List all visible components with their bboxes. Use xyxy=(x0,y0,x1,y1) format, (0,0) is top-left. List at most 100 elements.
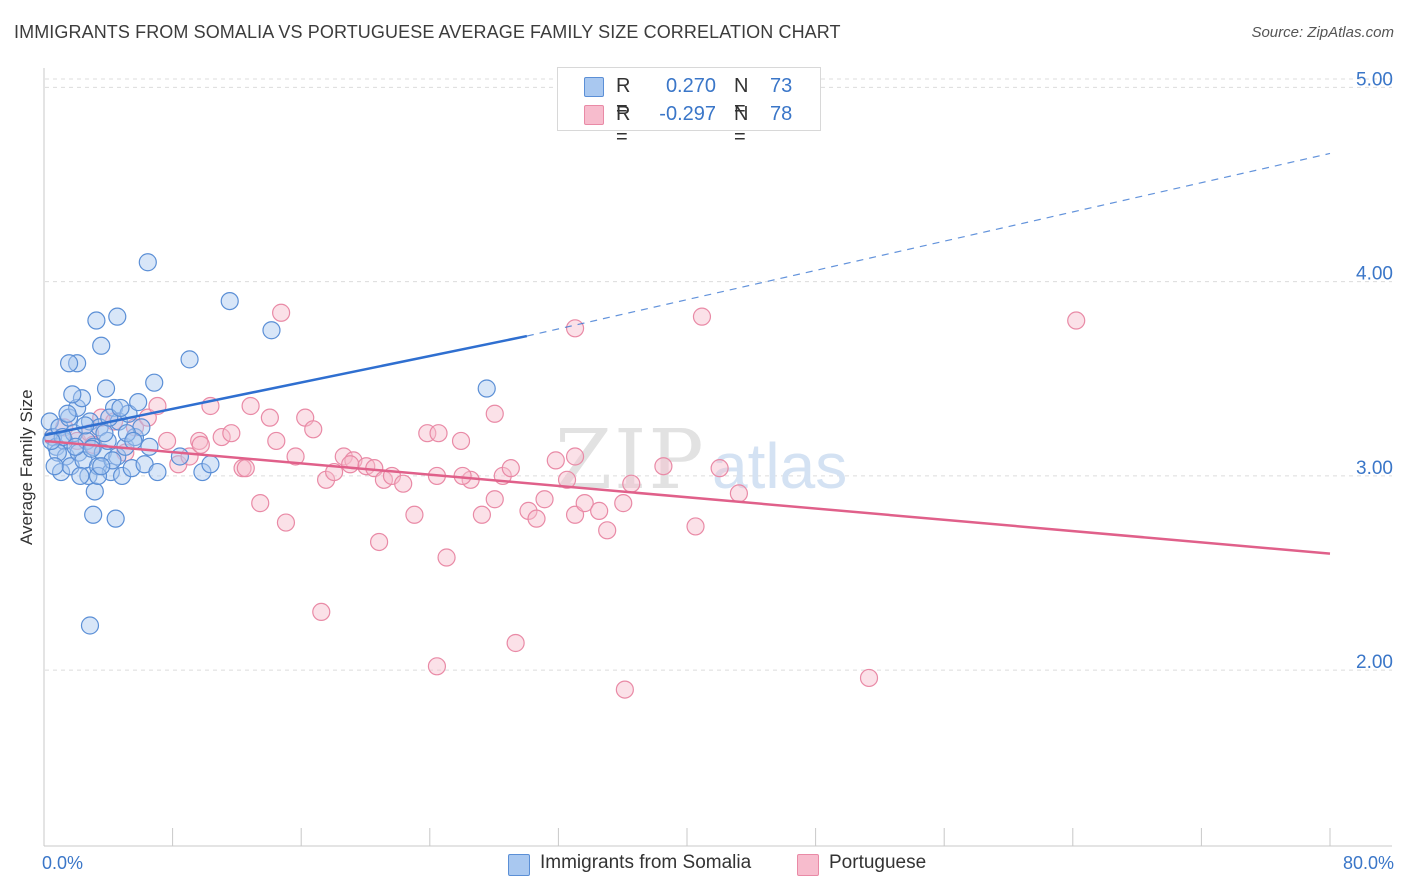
somalia-point xyxy=(103,451,122,470)
portuguese-point xyxy=(615,680,634,699)
pink-swatch xyxy=(797,854,819,876)
portuguese-point xyxy=(267,431,286,451)
portuguese-point xyxy=(546,451,565,470)
portuguese-point xyxy=(575,494,594,513)
legend-label: Portuguese xyxy=(829,852,927,873)
portuguese-point xyxy=(692,307,712,326)
portuguese-point xyxy=(535,490,554,509)
y-tick-label: 3.00 xyxy=(1356,458,1393,479)
x-tick-min: 0.0% xyxy=(42,853,84,873)
portuguese-point xyxy=(451,431,471,451)
series-legend: Immigrants from Somalia Portuguese xyxy=(0,851,1406,877)
portuguese-point xyxy=(565,447,585,466)
somalia-point xyxy=(68,398,87,418)
axes xyxy=(43,68,1392,847)
somalia-point xyxy=(84,505,103,524)
somalia-point xyxy=(87,311,106,330)
somalia-point xyxy=(138,253,157,272)
somalia-point xyxy=(80,616,100,635)
somalia-point xyxy=(96,379,116,398)
portuguese-point xyxy=(312,602,331,622)
somalia-point xyxy=(220,292,239,311)
somalia-point xyxy=(93,443,112,462)
chart-title: IMMIGRANTS FROM SOMALIA VS PORTUGUESE AV… xyxy=(14,22,841,42)
portuguese-point xyxy=(622,474,641,493)
somalia-point xyxy=(59,354,79,373)
portuguese-point xyxy=(191,435,210,454)
portuguese-point xyxy=(654,457,673,476)
somalia-point xyxy=(66,437,85,456)
somalia-point xyxy=(40,412,59,431)
portuguese-point xyxy=(212,427,231,447)
somalia-point xyxy=(92,336,111,355)
portuguese-point xyxy=(485,490,504,509)
r-label: R = xyxy=(616,75,631,120)
somalia-point xyxy=(95,424,114,443)
somalia-point xyxy=(85,482,104,501)
somalia-point xyxy=(111,398,130,418)
source-label: Source: ZipAtlas.com xyxy=(1251,24,1394,41)
portuguese-point xyxy=(341,455,360,474)
blue-swatch xyxy=(508,854,530,876)
somalia-point xyxy=(140,437,159,456)
somalia-trend-extension xyxy=(526,152,1331,337)
trend-lines xyxy=(44,152,1331,555)
portuguese-point xyxy=(506,633,525,653)
r-label: R = xyxy=(616,103,631,148)
x-tick-max: 80.0% xyxy=(1342,853,1394,873)
somalia-point xyxy=(180,350,199,369)
somalia-point xyxy=(112,466,132,486)
portuguese-point xyxy=(590,501,609,520)
portuguese-point xyxy=(427,657,447,676)
somalia-point xyxy=(201,455,220,474)
somalia-point xyxy=(129,393,148,412)
somalia-point xyxy=(88,466,108,486)
y-tick-labels: 2.00 3.00 4.00 5.00 xyxy=(1356,69,1393,673)
portuguese-point xyxy=(429,424,448,443)
portuguese-point xyxy=(157,431,177,451)
portuguese-point xyxy=(437,548,456,567)
y-tick-label: 4.00 xyxy=(1356,264,1393,285)
y-tick-label: 5.00 xyxy=(1356,69,1393,90)
portuguese-point xyxy=(859,668,879,688)
portuguese-point xyxy=(260,408,279,427)
somalia-point xyxy=(477,379,496,398)
somalia-point xyxy=(45,457,64,476)
correlation-legend: R = 0.270 N = 73 R = -0.297 N = 78 xyxy=(557,67,821,148)
portuguese-point xyxy=(565,319,585,338)
portuguese-point xyxy=(598,521,617,540)
somalia-point xyxy=(148,462,167,482)
portuguese-point xyxy=(686,517,705,536)
grid-lines xyxy=(45,78,1392,671)
portuguese-trend-line xyxy=(44,439,1331,555)
n-value: 78 xyxy=(770,103,793,125)
somalia-point xyxy=(262,321,281,340)
portuguese-point xyxy=(241,396,260,416)
blue-swatch xyxy=(584,77,604,97)
n-label: N = xyxy=(734,103,749,148)
y-axis-label: Average Family Size xyxy=(17,389,36,545)
portuguese-point xyxy=(729,484,749,503)
somalia-point xyxy=(82,439,101,458)
n-value: 73 xyxy=(770,75,793,97)
legend-label: Immigrants from Somalia xyxy=(540,852,752,873)
portuguese-point xyxy=(222,424,241,443)
portuguese-point xyxy=(557,470,577,489)
somalia-point xyxy=(92,457,111,476)
somalia-point xyxy=(106,509,125,528)
somalia-point xyxy=(108,307,127,326)
somalia-point xyxy=(71,466,90,486)
portuguese-point xyxy=(1067,311,1086,330)
portuguese-point xyxy=(394,474,413,493)
n-label: N = xyxy=(734,75,749,120)
portuguese-point xyxy=(472,505,491,524)
portuguese-point xyxy=(405,505,424,524)
portuguese-point xyxy=(236,459,255,478)
portuguese-point xyxy=(251,494,270,513)
portuguese-point xyxy=(272,303,291,322)
r-value: -0.297 xyxy=(659,103,716,125)
somalia-point xyxy=(72,389,92,408)
somalia-point xyxy=(58,404,77,423)
somalia-point xyxy=(170,447,190,466)
